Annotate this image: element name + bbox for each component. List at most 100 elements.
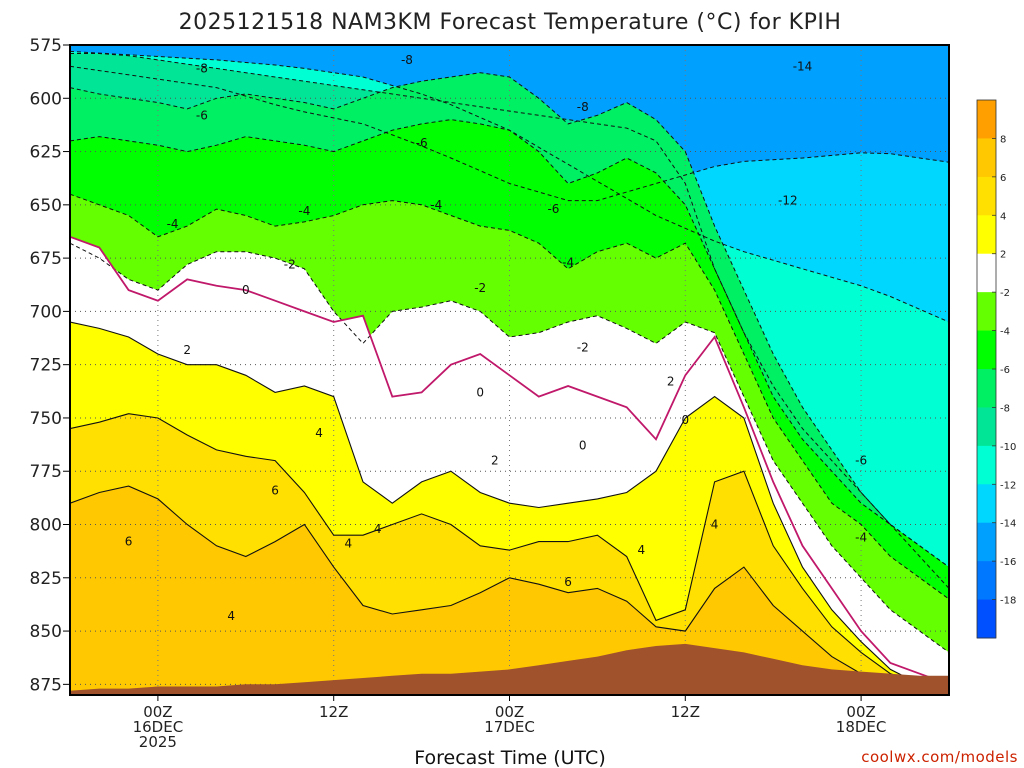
x-axis-label: Forecast Time (UTC) (414, 747, 605, 768)
colorbar-label: 2 (1000, 250, 1006, 261)
colorbar-label: -8 (1000, 403, 1010, 414)
colorbar-label: -10 (1000, 442, 1016, 453)
colorbar-label: 8 (1000, 134, 1006, 145)
contour-label: 0 (476, 385, 484, 399)
chart-title: 2025121518 NAM3KM Forecast Temperature (… (179, 10, 842, 35)
isotherm-0 (70, 235, 949, 686)
x-tick-label: 00Z (143, 703, 172, 721)
contour-label: 4 (638, 543, 646, 557)
colorbar-swatch (977, 330, 996, 370)
terrain-fill (70, 643, 949, 695)
x-tick-label: 00Z (846, 703, 875, 721)
contour-label: -6 (547, 202, 559, 216)
isotherm-6 (70, 485, 949, 695)
isotherm--8 (70, 72, 949, 589)
isotherm--4 (70, 193, 949, 600)
colorbar-swatch (977, 292, 996, 332)
colorbar-swatch (977, 369, 996, 408)
isotherm--6 (70, 119, 949, 568)
x-tick-label: 16DEC (133, 718, 184, 736)
colorbar-label: -18 (1000, 596, 1016, 607)
contour-label: -8 (401, 53, 413, 67)
colorbar-label: 6 (1000, 173, 1006, 184)
contour-label: -6 (416, 136, 428, 150)
y-axis: 575 600 625 650 675 700 725 750 775 800 825 850 875 (30, 36, 70, 695)
contour-label: 4 (374, 522, 382, 536)
contour-label: -2 (577, 341, 589, 355)
contour-label: 0 (681, 413, 689, 427)
contour-label: 4 (711, 518, 719, 532)
credit-link[interactable]: coolwx.com/models (861, 748, 1018, 766)
contour-label: 2 (491, 454, 499, 468)
isotherm--14 (70, 65, 949, 202)
x-tick-label: 18DEC (836, 718, 887, 736)
isotherm-4 (70, 413, 949, 695)
contour-label: -4 (167, 217, 179, 231)
colorbar-label: 4 (1000, 211, 1006, 222)
colorbar-label: -14 (1000, 519, 1016, 530)
contour-label: -2 (474, 281, 486, 295)
contour-label: -6 (196, 108, 208, 122)
y-tick-label: 850 (30, 622, 62, 642)
y-tick-label: 800 (30, 516, 62, 536)
colorbar-label: -16 (1000, 557, 1016, 568)
grid-lines (70, 45, 949, 695)
isotherm-2 (70, 321, 949, 695)
colorbar-swatch (977, 561, 996, 601)
colorbar-label: -4 (1000, 327, 1010, 338)
x-tick-label: 12Z (671, 703, 700, 721)
contour-label: 4 (345, 537, 353, 551)
isotherm--2 (70, 242, 949, 653)
x-tick-label: 00Z (495, 703, 524, 721)
contour-label: 6 (564, 575, 572, 589)
y-tick-label: 825 (30, 569, 62, 589)
colorbar-swatch (977, 445, 996, 485)
colorbar-swatch (977, 100, 996, 139)
colorbar-swatch (977, 176, 996, 216)
y-tick-label: 575 (30, 36, 62, 56)
contour-label: -2 (284, 258, 296, 272)
contour-label: 4 (315, 426, 323, 440)
colorbar-label: -12 (1000, 480, 1016, 491)
contour-label: -8 (577, 100, 589, 114)
contour-label: -4 (855, 530, 867, 544)
contour-label: -4 (430, 198, 442, 212)
contour-label: 6 (125, 535, 133, 549)
temperature-fill (70, 45, 949, 695)
colorbar-swatch (977, 522, 996, 562)
x-tick-label: 17DEC (484, 718, 535, 736)
contour-label: 2 (667, 375, 675, 389)
contour-label: 0 (579, 439, 587, 453)
contour-label: -8 (196, 61, 208, 75)
colorbar-label: -6 (1000, 365, 1010, 376)
contour-labels: -8 -6 -8 -6 -8 -14 -4 -4 -4 -6 -12 -4 -2 0 -2 2 -2 0 2 0 4 0 2… (125, 53, 867, 623)
colorbar-swatch (977, 215, 996, 255)
colorbar-swatch (977, 407, 996, 447)
terrain (70, 643, 949, 695)
x-tick-label: 12Z (319, 703, 348, 721)
colorbar-swatch (977, 253, 996, 293)
y-tick-label: 600 (30, 89, 62, 109)
colorbar-swatch (977, 484, 996, 524)
contour-label: 2 (183, 343, 191, 357)
y-tick-label: 700 (30, 302, 62, 322)
y-tick-label: 750 (30, 409, 62, 429)
contour-label: -4 (562, 255, 574, 269)
y-tick-label: 725 (30, 356, 62, 376)
isotherm--10 (70, 53, 949, 568)
contour-label: -6 (855, 454, 867, 468)
y-tick-label: 675 (30, 249, 62, 269)
contour-label: 0 (242, 283, 250, 297)
isotherm-lines (70, 50, 949, 695)
contour-label: -12 (778, 194, 798, 208)
colorbar-swatch (977, 599, 996, 639)
x-tick-label: 2025 (139, 733, 177, 751)
y-tick-label: 650 (30, 196, 62, 216)
y-tick-label: 875 (30, 675, 62, 695)
contour-label: -4 (298, 204, 310, 218)
colorbar-label: -2 (1000, 288, 1010, 299)
colorbar-swatch (977, 138, 996, 178)
colorbar: 8 6 4 2 -2 -4 -6 -8 -10 -12 -14 -16 -18 (976, 99, 1016, 639)
